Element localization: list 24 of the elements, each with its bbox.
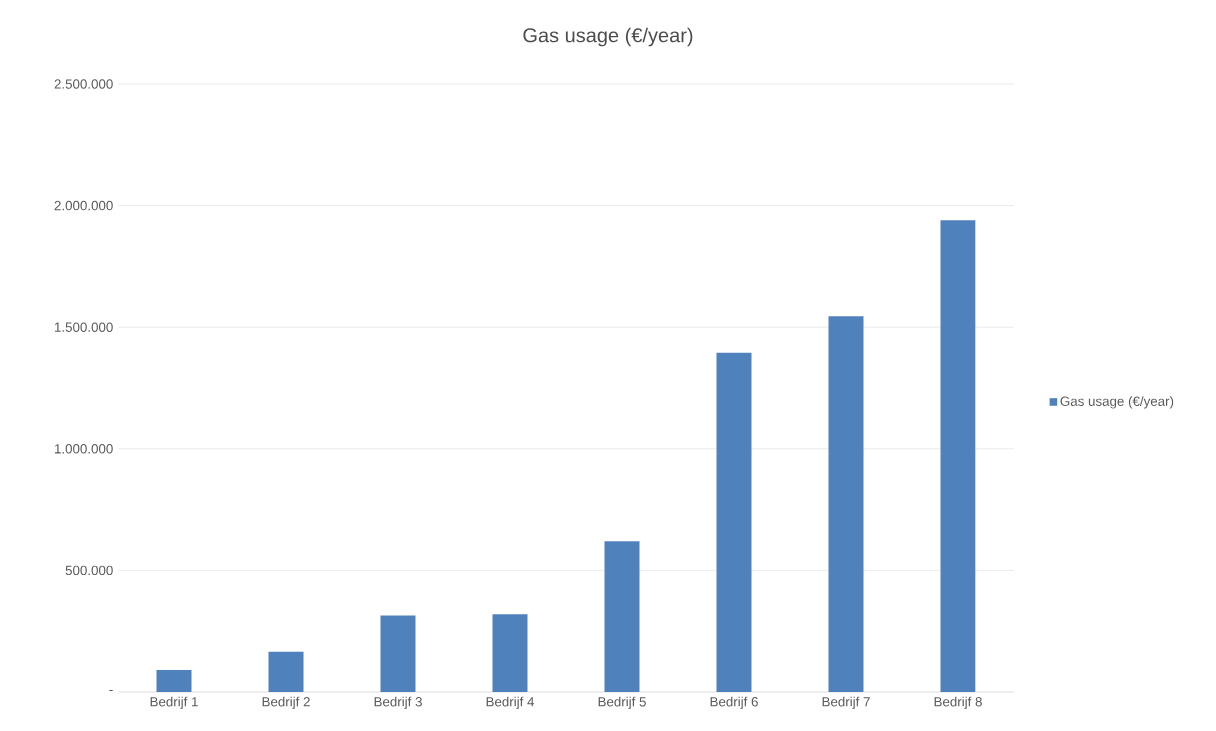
chart-title: Gas usage (€/year) bbox=[523, 27, 693, 47]
x-tick-label: Bedrijf 2 bbox=[262, 696, 310, 710]
bar bbox=[268, 651, 304, 692]
x-tick-label: Bedrijf 8 bbox=[934, 696, 982, 710]
x-tick-label: Bedrijf 5 bbox=[598, 696, 646, 710]
bar bbox=[940, 220, 976, 692]
y-tick-label: 1.500.000 bbox=[55, 322, 113, 332]
y-tick-label: - bbox=[109, 689, 113, 691]
x-tick-label: Bedrijf 3 bbox=[374, 696, 422, 710]
bar bbox=[604, 541, 640, 692]
x-tick-label: Bedrijf 6 bbox=[710, 696, 758, 710]
y-tick-label: 500.000 bbox=[65, 565, 113, 576]
x-tick-label: Bedrijf 4 bbox=[486, 696, 535, 710]
bar bbox=[716, 352, 752, 692]
y-tick-label: 2.500.000 bbox=[54, 79, 113, 89]
legend-label: Gas usage (€/year) bbox=[1060, 396, 1174, 409]
bar bbox=[492, 614, 528, 692]
bar bbox=[156, 670, 192, 692]
y-tick-label: 2.000.000 bbox=[54, 200, 113, 211]
bar bbox=[380, 615, 416, 692]
bar bbox=[828, 316, 864, 692]
y-tick-label: 1.000.000 bbox=[55, 444, 113, 454]
x-tick-label: Bedrijf 7 bbox=[822, 696, 870, 710]
x-tick-label: Bedrijf 1 bbox=[150, 696, 198, 710]
